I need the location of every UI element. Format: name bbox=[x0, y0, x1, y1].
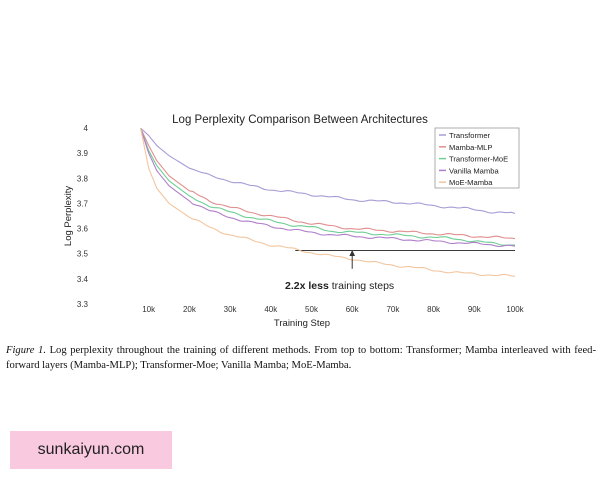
series-line-transformer-moe bbox=[140, 128, 515, 246]
y-tick-label: 3.8 bbox=[77, 174, 89, 183]
y-tick-label: 3.9 bbox=[77, 149, 89, 158]
x-tick-label: 80k bbox=[427, 305, 441, 314]
caption-text: Log perplexity throughout the training o… bbox=[6, 345, 596, 371]
legend-box bbox=[434, 127, 520, 189]
figure-caption: Figure 1. Log perplexity throughout the … bbox=[6, 343, 596, 373]
chart-title: Log Perplexity Comparison Between Archit… bbox=[172, 114, 428, 126]
y-tick-label: 3.7 bbox=[77, 199, 89, 208]
x-tick-label: 90k bbox=[468, 305, 482, 314]
y-tick-label: 3.3 bbox=[77, 300, 89, 309]
series-line-mamba-mlp bbox=[140, 128, 515, 240]
x-tick-labels: 10k 20k 30k 40k 50k 60k 70k 80k 90k 100k bbox=[142, 305, 524, 314]
annotation-group: 2.2x less training steps bbox=[285, 249, 394, 292]
y-tick-label: 3.4 bbox=[77, 275, 89, 284]
x-tick-label: 70k bbox=[386, 305, 400, 314]
legend-label: Mamba-MLP bbox=[449, 143, 492, 152]
perplexity-chart: Log Perplexity Comparison Between Archit… bbox=[63, 114, 525, 329]
legend-label: MoE-Mamba bbox=[449, 178, 493, 187]
y-tick-label: 3.6 bbox=[77, 225, 89, 234]
y-tick-labels: 3.3 3.4 3.5 3.6 3.7 3.8 3.9 4 bbox=[77, 124, 89, 309]
series-lines bbox=[140, 128, 515, 277]
annotation-arrow-head bbox=[349, 249, 355, 256]
x-tick-label: 20k bbox=[183, 305, 197, 314]
x-tick-label: 60k bbox=[346, 305, 360, 314]
caption-label: Figure 1. bbox=[6, 345, 46, 356]
annotation-bold: 2.2x less bbox=[285, 280, 329, 292]
series-line-transformer bbox=[140, 128, 515, 215]
y-tick-label: 3.5 bbox=[77, 250, 89, 259]
x-tick-label: 10k bbox=[142, 305, 156, 314]
watermark: sunkaiyun.com bbox=[10, 431, 172, 469]
legend-label: Transformer bbox=[449, 131, 491, 140]
x-tick-label: 100k bbox=[506, 305, 524, 314]
y-tick-label: 4 bbox=[84, 124, 89, 133]
annotation-rest: training steps bbox=[329, 280, 394, 292]
x-axis-label: Training Step bbox=[274, 318, 330, 329]
x-tick-label: 40k bbox=[264, 305, 278, 314]
legend: Transformer Mamba-MLP Transformer-MoE Vanil… bbox=[434, 127, 520, 189]
y-axis-label: Log Perplexity bbox=[63, 186, 74, 246]
series-line-vanilla-mamba bbox=[140, 128, 515, 247]
legend-label: Transformer-MoE bbox=[449, 155, 508, 164]
x-tick-label: 30k bbox=[224, 305, 238, 314]
legend-label: Vanilla Mamba bbox=[449, 166, 499, 175]
series-line-moe-mamba bbox=[140, 128, 515, 277]
annotation-text: 2.2x less training steps bbox=[285, 280, 394, 292]
watermark-text: sunkaiyun.com bbox=[37, 441, 145, 458]
x-tick-label: 50k bbox=[305, 305, 319, 314]
